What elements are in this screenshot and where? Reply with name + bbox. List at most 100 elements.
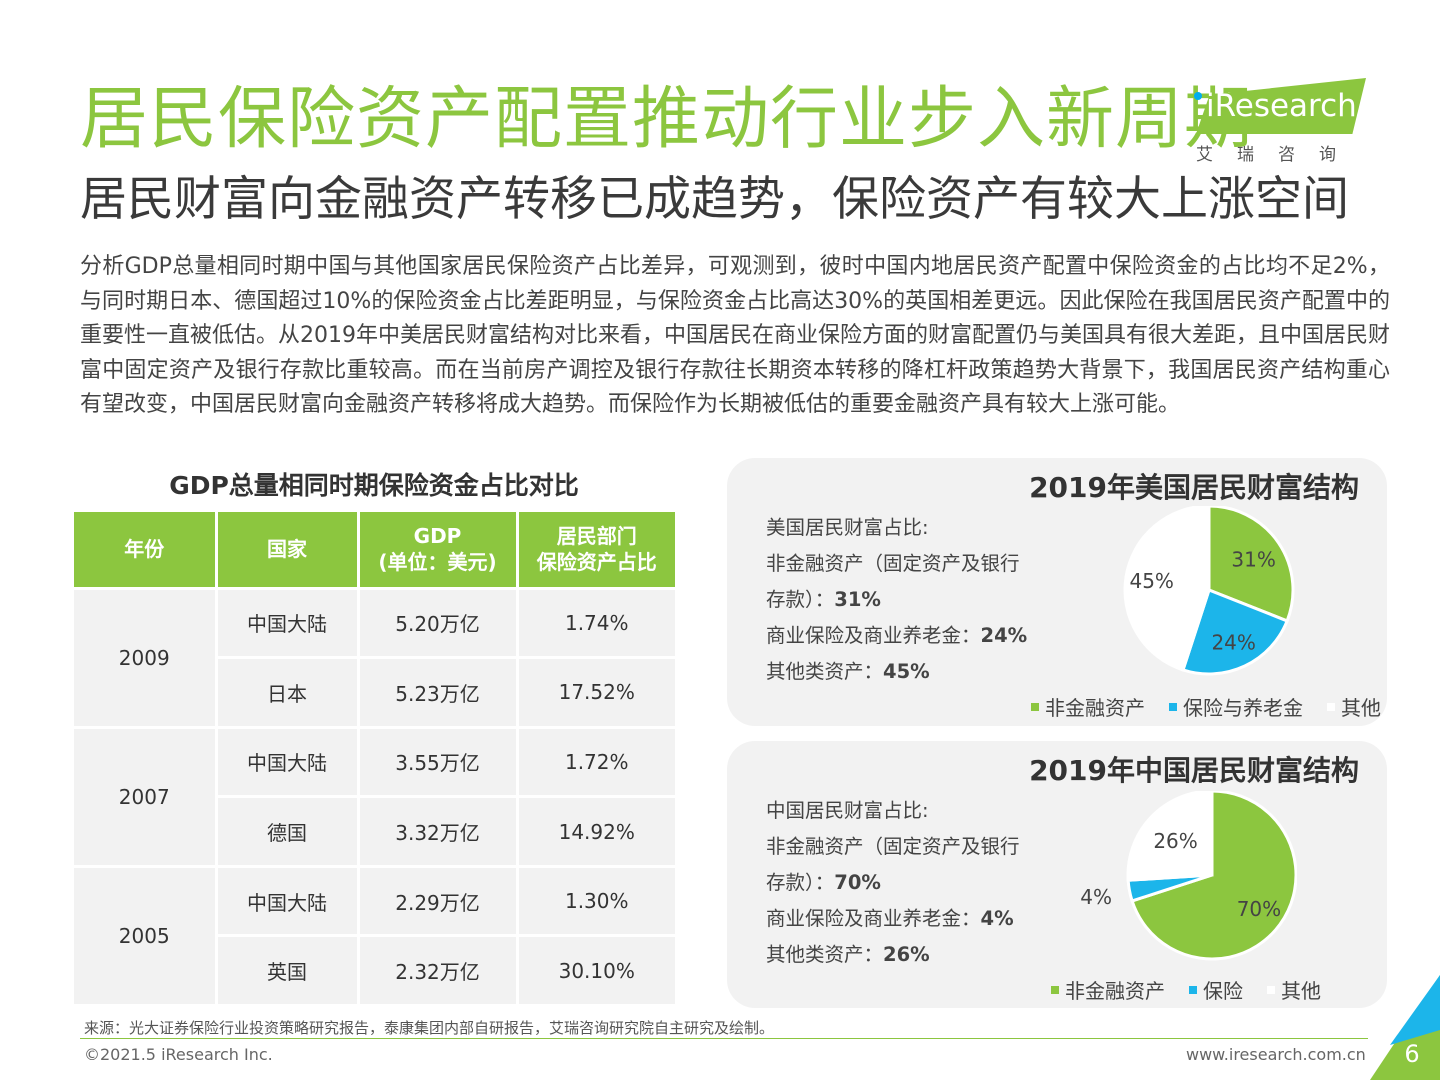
pie-slice-1: [1207, 506, 1295, 623]
cn-line4-value: 26%: [883, 943, 930, 966]
legend-label: 非金融资产: [1045, 696, 1145, 720]
cn-intro: 中国居民财富占比:: [766, 799, 929, 822]
legend-item: 保险与养老金: [1169, 692, 1303, 721]
table-row: 2009 中国大陆 5.20万亿 1.74%: [74, 588, 675, 729]
gdp-cell: 2.29万亿: [358, 866, 519, 938]
copyright: ©2021.5 iResearch Inc.: [84, 1045, 273, 1064]
pie-label-1: 31%: [1231, 548, 1275, 572]
logo-brand-text: iResearch: [1206, 88, 1357, 124]
pie-label-1: 70%: [1237, 897, 1281, 921]
us-panel-text: 美国居民财富占比: 非金融资产（固定资产及银行 存款）：31% 商业保险及商业养…: [766, 510, 1027, 690]
share-cell: 1.74%: [517, 588, 675, 660]
pie-slice-2: [1181, 588, 1290, 676]
pie-label-2: 4%: [1080, 885, 1112, 909]
legend-label: 非金融资产: [1065, 979, 1165, 1003]
logo-dot-icon: [1194, 92, 1202, 100]
logo-brand-cn: 艾瑞咨询: [1196, 145, 1360, 165]
legend-label: 保险与养老金: [1183, 696, 1303, 720]
country-cell: 德国: [216, 796, 360, 868]
us-wealth-panel: 2019年美国居民财富结构 美国居民财富占比: 非金融资产（固定资产及银行 存款…: [727, 458, 1387, 726]
pie-slice-1: [1130, 791, 1297, 961]
cn-line3-prefix: 商业保险及商业养老金：: [766, 907, 981, 930]
legend-item: 非金融资产: [1031, 692, 1145, 721]
country-cell: 中国大陆: [216, 727, 360, 799]
cn-panel-text: 中国居民财富占比: 非金融资产（固定资产及银行 存款）：70% 商业保险及商业养…: [766, 793, 1020, 973]
body-paragraph: 分析GDP总量相同时期中国与其他国家居民保险资产占比差异，可观测到，彼时中国内地…: [80, 254, 1390, 417]
us-line3-prefix: 商业保险及商业养老金：: [766, 624, 981, 647]
legend-swatch: [1189, 985, 1197, 994]
year-cell: 2009: [74, 588, 218, 729]
footer-divider: [80, 1038, 1368, 1039]
legend-swatch: [1267, 985, 1275, 994]
cn-line4-prefix: 其他类资产：: [766, 943, 884, 966]
header-gdp: GDP (单位：美元): [358, 512, 519, 590]
us-pie-legend: 非金融资产 保险与养老金 其他: [1031, 692, 1405, 721]
share-cell: 1.72%: [517, 727, 675, 799]
country-cell: 中国大陆: [216, 866, 360, 938]
legend-swatch: [1051, 985, 1059, 994]
legend-item: 其他: [1267, 975, 1321, 1004]
cn-line3-value: 4%: [980, 907, 1014, 930]
legend-label: 保险: [1203, 979, 1243, 1003]
cn-line2-value: 70%: [834, 871, 881, 894]
pie-slice-3: [1123, 506, 1211, 672]
us-pie-chart: 31% 24% 45%: [1123, 506, 1295, 676]
cn-pie-chart: 70% 4% 26%: [1080, 791, 1297, 961]
us-line2-prefix: 存款）：: [766, 588, 835, 611]
share-cell: 17.52%: [517, 657, 675, 729]
us-line1: 非金融资产（固定资产及银行: [766, 552, 1020, 575]
legend-swatch: [1327, 702, 1335, 711]
website-link[interactable]: www.iresearch.com.cn: [1186, 1045, 1366, 1064]
us-line3: 商业保险及商业养老金：24%: [766, 618, 1027, 654]
legend-swatch: [1169, 702, 1177, 711]
us-line3-value: 24%: [980, 624, 1028, 647]
gdp-cell: 5.20万亿: [358, 588, 519, 660]
cn-panel-title: 2019年中国居民财富结构: [1029, 754, 1359, 787]
legend-label: 其他: [1281, 979, 1321, 1003]
pie-label-3: 26%: [1153, 829, 1197, 853]
gdp-comparison-table: 年份 国家 GDP (单位：美元) 居民部门 保险资产占比 2009 中国大陆 5.…: [74, 512, 675, 1008]
table-title: GDP总量相同时期保险资金占比对比: [169, 471, 579, 500]
header-year: 年份: [74, 512, 218, 590]
legend-label: 其他: [1341, 696, 1381, 720]
pie-slice-3: [1126, 791, 1214, 882]
us-line4: 其他类资产：45%: [766, 654, 1027, 690]
share-cell: 1.30%: [517, 866, 675, 938]
cn-line4: 其他类资产：26%: [766, 937, 1020, 973]
us-intro: 美国居民财富占比:: [766, 516, 929, 539]
page-number: 6: [1404, 1040, 1420, 1068]
us-line4-value: 45%: [883, 660, 930, 683]
us-line4-prefix: 其他类资产：: [766, 660, 884, 683]
country-cell: 日本: [216, 657, 360, 729]
corner-decoration: [1370, 975, 1440, 1080]
us-panel-title: 2019年美国居民财富结构: [1029, 471, 1359, 504]
source-note: 来源：光大证券保险行业投资策略研究报告，泰康集团内部自研报告，艾瑞咨询研究院自主…: [84, 1019, 775, 1037]
legend-item: 其他: [1327, 692, 1381, 721]
page-title: 居民保险资产配置推动行业步入新周期: [80, 80, 1254, 159]
us-line2: 存款）：31%: [766, 582, 1027, 618]
header-gdp-line1: GDP: [413, 524, 462, 549]
header-share-line1: 居民部门: [556, 524, 637, 549]
cn-line2-prefix: 存款）：: [766, 871, 835, 894]
table-row: 2007 中国大陆 3.55万亿 1.72%: [74, 727, 675, 868]
year-cell: 2007: [74, 727, 218, 868]
table-header-row: 年份 国家 GDP (单位：美元) 居民部门 保险资产占比: [74, 512, 675, 590]
pie-label-3: 45%: [1129, 569, 1173, 593]
gdp-cell: 2.32万亿: [358, 935, 519, 1008]
page-subtitle: 居民财富向金融资产转移已成趋势，保险资产有较大上涨空间: [80, 172, 1349, 227]
country-cell: 英国: [216, 935, 360, 1008]
cn-line1: 非金融资产（固定资产及银行: [766, 835, 1020, 858]
iresearch-logo: iResearch 艾瑞咨询: [1188, 78, 1368, 166]
table-row: 英国 2.32万亿 30.10%: [74, 935, 675, 1008]
legend-item: 非金融资产: [1051, 975, 1165, 1004]
header-share-line2: 保险资产占比: [536, 550, 657, 575]
header-share: 居民部门 保险资产占比: [517, 512, 675, 590]
gdp-cell: 3.55万亿: [358, 727, 519, 799]
table-row: 德国 3.32万亿 14.92%: [74, 796, 675, 868]
header-gdp-line2: (单位：美元): [378, 550, 497, 575]
legend-item: 保险: [1189, 975, 1243, 1004]
header-country: 国家: [216, 512, 360, 590]
pie-label-2: 24%: [1211, 630, 1255, 654]
cn-wealth-panel: 2019年中国居民财富结构 中国居民财富占比: 非金融资产（固定资产及银行 存款…: [727, 741, 1387, 1008]
share-cell: 14.92%: [517, 796, 675, 868]
